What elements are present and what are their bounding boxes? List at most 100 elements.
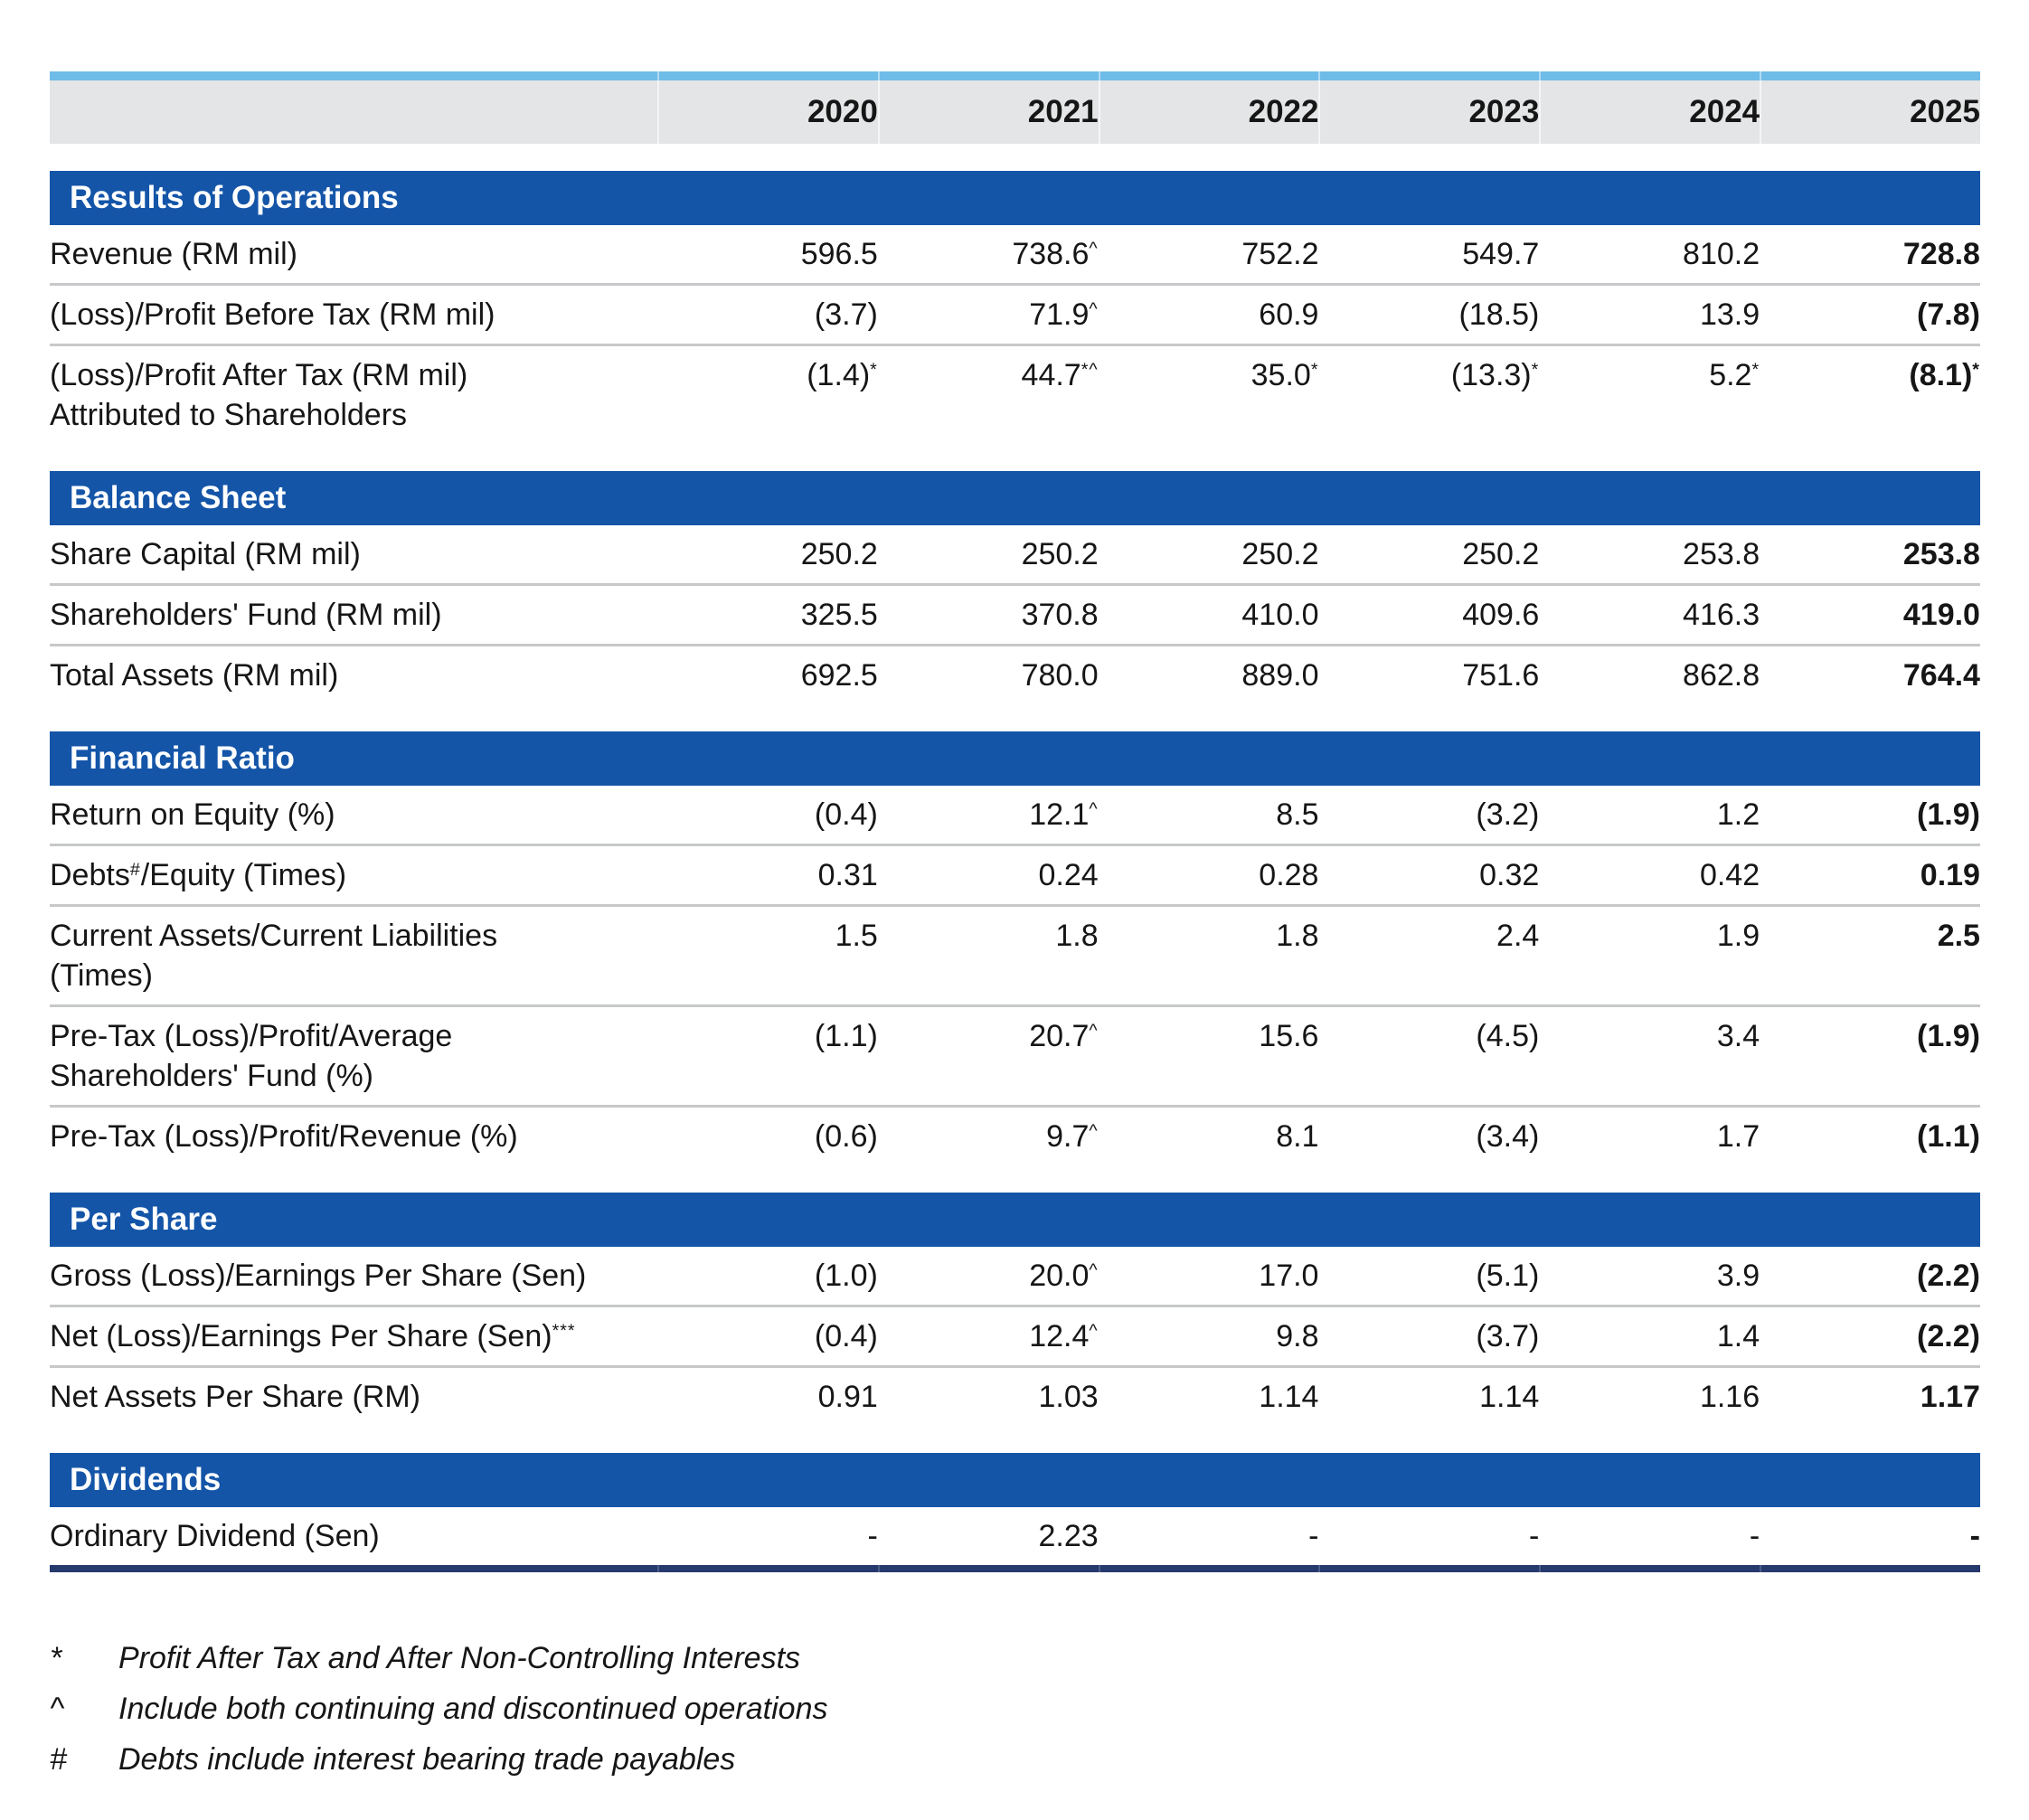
- footnote-symbol: *: [50, 1641, 62, 1675]
- row-label: Current Assets/Current Liabilities (Times…: [50, 916, 657, 995]
- superscript-marker: #: [129, 860, 141, 881]
- value-cell: 2.23: [1038, 1519, 1099, 1553]
- table-row: (Loss)/Profit Before Tax (RM mil) (3.7) 71…: [50, 283, 1980, 344]
- value-cell: 8.1: [1276, 1119, 1319, 1154]
- value-cell: (0.6): [814, 1119, 878, 1154]
- value-cell: 1.9: [1716, 919, 1760, 953]
- value-cell: 250.2: [1462, 537, 1540, 571]
- row-label: Net (Loss)/Earnings Per Share (Sen)***: [50, 1319, 576, 1353]
- value-cell: 0.42: [1699, 858, 1760, 892]
- section-title: Results of Operations: [70, 180, 399, 215]
- value-cell: 325.5: [800, 598, 878, 632]
- table-row: Total Assets (RM mil) 692.5 780.0 889.0 751.…: [50, 644, 1980, 704]
- value-cell: 0.19: [1920, 858, 1980, 892]
- section-title: Per Share: [70, 1202, 218, 1237]
- table-row: Net Assets Per Share (RM) 0.91 1.03 1.14 1.1…: [50, 1365, 1980, 1426]
- section-title: Balance Sheet: [70, 480, 287, 515]
- table-row: Gross (Loss)/Earnings Per Share (Sen) (1.…: [50, 1247, 1980, 1305]
- table-row: Pre-Tax (Loss)/Profit/Average Shareholder…: [50, 1004, 1980, 1105]
- table-bottom-border: [50, 1565, 1980, 1572]
- bottom-border-segment: [1539, 1565, 1760, 1572]
- value-cell: 1.4: [1716, 1319, 1760, 1353]
- value-cell: 549.7: [1462, 237, 1540, 271]
- footnote-symbol: #: [50, 1742, 67, 1777]
- table-row: Revenue (RM mil) 596.5 738.6^ 752.2 549.7 810…: [50, 225, 1980, 283]
- value-cell: 13.9: [1699, 297, 1760, 332]
- value-cell: 9.8: [1276, 1319, 1319, 1353]
- value-cell: 60.9: [1259, 297, 1319, 332]
- section-header: Financial Ratio: [50, 731, 1980, 786]
- table-body: Results of Operations Revenue (RM mil) 596…: [50, 171, 1980, 1565]
- year-column-header: 2022: [1098, 80, 1318, 144]
- bottom-border-segment: [877, 1565, 1099, 1572]
- value-cell: 1.7: [1716, 1119, 1760, 1154]
- footnote-text: Profit After Tax and After Non-Controlli…: [118, 1641, 801, 1675]
- table-row: Share Capital (RM mil) 250.2 250.2 250.2 250…: [50, 525, 1980, 583]
- stripe-segment: [1539, 71, 1760, 80]
- table-row: (Loss)/Profit After Tax (RM mil) Attribut…: [50, 344, 1980, 444]
- value-cell: 1.14: [1479, 1380, 1540, 1414]
- value-cell: (3.2): [1476, 797, 1540, 832]
- value-cell: 0.31: [817, 858, 878, 892]
- value-cell: 596.5: [800, 237, 878, 271]
- footnote-line: # Debts include interest bearing trade pa…: [50, 1737, 1980, 1782]
- value-cell: 9.7^: [1046, 1119, 1099, 1154]
- row-label: Shareholders' Fund (RM mil): [50, 598, 442, 632]
- table-row: Debts#/Equity (Times) 0.31 0.24 0.28 0.32 0.4…: [50, 844, 1980, 904]
- superscript-marker: *^: [1081, 360, 1099, 381]
- superscript-marker: *: [1310, 360, 1319, 381]
- value-cell: (2.2): [1917, 1319, 1980, 1353]
- superscript-marker: *: [1751, 360, 1760, 381]
- stripe-segment: [1318, 71, 1539, 80]
- row-label-line2: (Times): [50, 958, 153, 993]
- value-cell: 3.9: [1716, 1259, 1760, 1293]
- value-cell: 8.5: [1276, 797, 1319, 832]
- value-cell: (1.9): [1917, 797, 1980, 832]
- bottom-border-segment: [1318, 1565, 1539, 1572]
- row-label: Share Capital (RM mil): [50, 537, 361, 571]
- value-cell: (18.5): [1458, 297, 1540, 332]
- value-cell: -: [1969, 1519, 1980, 1553]
- superscript-marker: ^: [1089, 1021, 1099, 1042]
- bottom-border-segment: [1760, 1565, 1980, 1572]
- year-header-spacer: [50, 80, 657, 144]
- superscript-marker: ^: [1089, 239, 1099, 259]
- value-cell: 862.8: [1683, 658, 1760, 693]
- row-label: Pre-Tax (Loss)/Profit/Average Shareholder…: [50, 1016, 657, 1096]
- value-cell: 728.8: [1902, 237, 1980, 271]
- section-header: Dividends: [50, 1453, 1980, 1507]
- value-cell: 253.8: [1902, 537, 1980, 571]
- value-cell: 250.2: [1021, 537, 1099, 571]
- value-cell: 810.2: [1683, 237, 1760, 271]
- section-title: Financial Ratio: [70, 740, 295, 776]
- value-cell: -: [1528, 1519, 1540, 1553]
- value-cell: 1.8: [1276, 919, 1319, 953]
- value-cell: (0.4): [814, 1319, 878, 1353]
- value-cell: 17.0: [1259, 1259, 1319, 1293]
- table-row: Ordinary Dividend (Sen) - 2.23 - - - -: [50, 1507, 1980, 1565]
- value-cell: (1.1): [814, 1019, 878, 1053]
- value-cell: 1.16: [1699, 1380, 1760, 1414]
- footnote-line: * Profit After Tax and After Non-Controll…: [50, 1636, 1980, 1681]
- superscript-marker: *: [870, 360, 878, 381]
- superscript-marker: ^: [1089, 299, 1099, 320]
- value-cell: 15.6: [1259, 1019, 1319, 1053]
- value-cell: 12.4^: [1029, 1319, 1099, 1353]
- footnote-symbol: ^: [50, 1692, 64, 1726]
- value-cell: 1.14: [1259, 1380, 1319, 1414]
- bottom-border-segment: [657, 1565, 878, 1572]
- value-cell: 250.2: [1241, 537, 1319, 571]
- value-cell: 764.4: [1902, 658, 1980, 693]
- value-cell: 5.2*: [1709, 358, 1760, 392]
- footnote-text: Include both continuing and discontinued…: [118, 1692, 828, 1726]
- value-cell: 1.17: [1920, 1380, 1980, 1414]
- bottom-border-segment: [50, 1565, 657, 1572]
- value-cell: 71.9^: [1029, 297, 1099, 332]
- value-cell: -: [1308, 1519, 1319, 1553]
- row-label: Net Assets Per Share (RM): [50, 1380, 421, 1414]
- value-cell: (1.0): [814, 1259, 878, 1293]
- row-label-line2: Attributed to Shareholders: [50, 398, 408, 432]
- section-header: Results of Operations: [50, 171, 1980, 225]
- value-cell: 0.91: [817, 1380, 878, 1414]
- value-cell: 1.03: [1038, 1380, 1099, 1414]
